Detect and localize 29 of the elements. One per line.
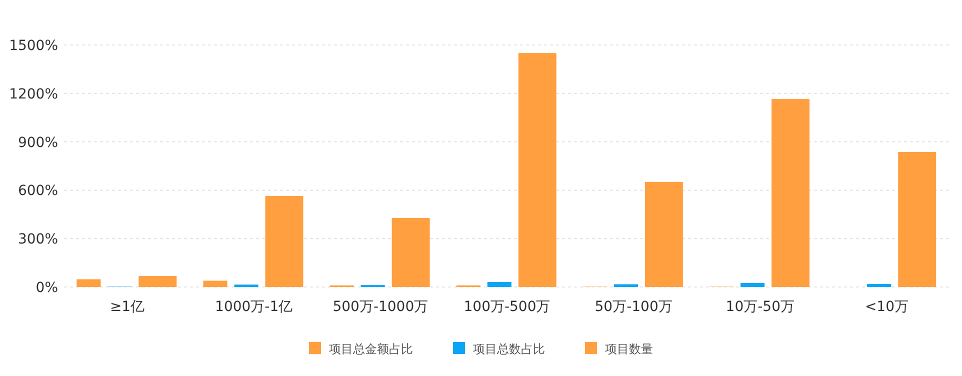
- bar: [203, 280, 228, 287]
- bar: [740, 282, 765, 287]
- y-tick-label: 0%: [36, 280, 58, 296]
- bar: [772, 99, 810, 287]
- x-tick-label: ≥1亿: [110, 299, 145, 315]
- y-tick-label: 1500%: [9, 38, 58, 54]
- legend-label: 项目总数占比: [473, 342, 545, 356]
- bar: [138, 276, 177, 287]
- x-tick-label: 500万-1000万: [332, 299, 428, 315]
- x-tick-label: 1000万-1亿: [215, 299, 293, 315]
- bar: [487, 282, 512, 287]
- bar: [392, 218, 430, 287]
- bar: [518, 53, 556, 287]
- y-tick-label: 300%: [18, 232, 58, 248]
- bar: [898, 152, 936, 287]
- x-tick-label: <10万: [864, 299, 908, 315]
- legend-label: 项目总金额占比: [329, 342, 413, 356]
- bar: [265, 196, 304, 287]
- legend-label: 项目数量: [605, 342, 653, 356]
- bar: [867, 284, 892, 287]
- bar: [614, 284, 638, 287]
- x-tick-label: 100万-500万: [464, 299, 550, 315]
- x-tick-label: 50万-100万: [594, 299, 672, 315]
- y-tick-label: 600%: [18, 183, 58, 200]
- y-tick-label: 900%: [18, 134, 58, 151]
- x-tick-label: 10万-50万: [726, 299, 794, 315]
- bar: [76, 279, 101, 287]
- y-tick-label: 1200%: [9, 86, 58, 102]
- bar: [644, 182, 683, 287]
